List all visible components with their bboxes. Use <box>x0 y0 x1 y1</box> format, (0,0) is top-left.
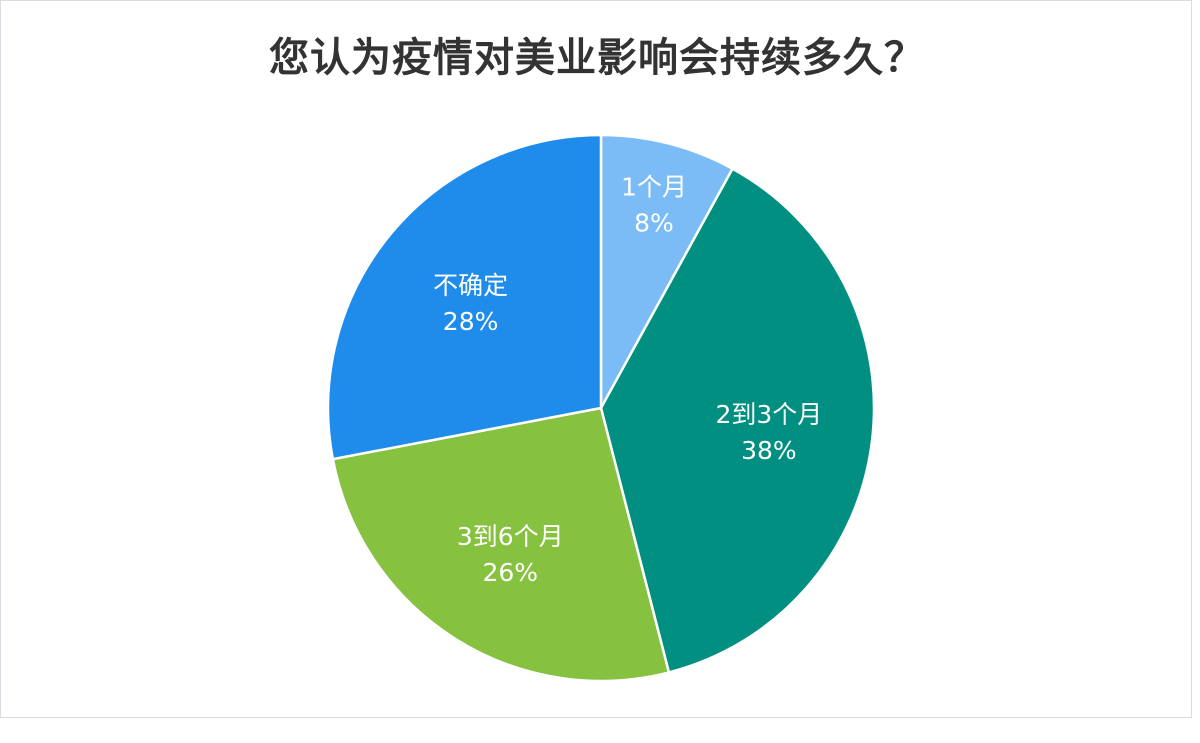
slice-name-label-4: 不确定 <box>433 271 508 300</box>
slice-name-label-2: 2到3个月 <box>715 400 822 429</box>
slice-name-label-1: 1个月 <box>621 173 687 202</box>
pie-slice-4 <box>326 133 603 461</box>
chart-title: 您认为疫情对美业影响会持续多久？ <box>269 35 925 81</box>
chart-frame: 您认为疫情对美业影响会持续多久？ 1个月 8% 2到3个月 38% 3到6个月 26% 不确… <box>0 0 1192 718</box>
slice-value-label-4: 28% <box>443 307 499 336</box>
pie-slice-3 <box>331 406 671 683</box>
pie-slice-2 <box>599 167 876 674</box>
slice-name-label-3: 3到6个月 <box>457 522 564 551</box>
pie-slice-1 <box>599 133 734 410</box>
slice-value-label-2: 38% <box>741 436 797 465</box>
slice-value-label-3: 26% <box>483 558 539 587</box>
slice-value-label-1: 8% <box>634 209 674 238</box>
